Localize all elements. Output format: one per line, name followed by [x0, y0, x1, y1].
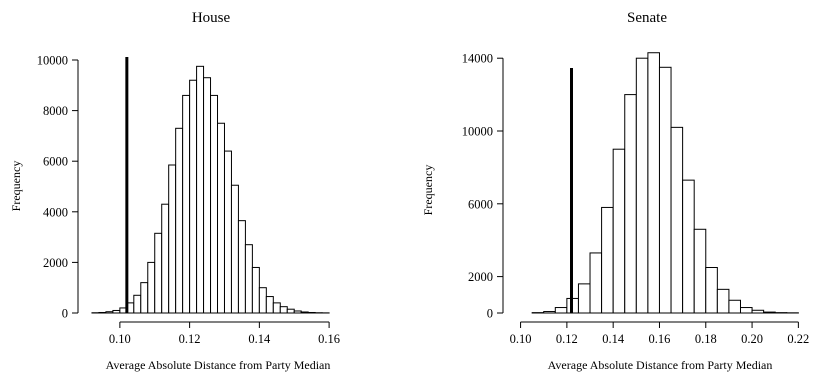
house-bar: [217, 122, 225, 314]
house-bar: [244, 244, 253, 314]
senate-y-tick-label: 0: [487, 307, 493, 321]
senate-axes: 0 2000 6000 10000 14000 0.10 0.12 0.14 0.16 0.18 0…: [462, 52, 810, 346]
house-bar: [161, 203, 170, 314]
house-bar: [307, 311, 316, 314]
house-bar: [168, 164, 177, 314]
house-chart-title: House: [192, 10, 231, 26]
senate-bar: [682, 179, 695, 314]
house-y-tick-label: 2000: [43, 256, 68, 270]
senate-bar: [577, 283, 591, 314]
senate-bar: [554, 307, 568, 314]
house-bar: [112, 309, 121, 314]
senate-bar: [543, 311, 556, 314]
house-bar: [210, 94, 219, 314]
senate-chart-title: Senate: [627, 10, 667, 26]
house-bar: [98, 311, 107, 314]
senate-y-tick-label: 2000: [468, 270, 493, 284]
senate-x-axis-label: Average Absolute Distance from Party Med…: [548, 358, 773, 372]
house-x-tick-label: 0.16: [318, 332, 340, 346]
senate-bar: [740, 307, 753, 314]
senate-bar: [705, 267, 718, 314]
senate-bar: [601, 206, 614, 314]
house-bar: [237, 220, 246, 314]
senate-x-tick-label: 0.14: [602, 332, 625, 346]
house-y-tick-label: 0: [62, 307, 68, 321]
house-bar: [272, 302, 281, 314]
house-bar: [140, 282, 149, 314]
house-x-axis-label: Average Absolute Distance from Party Med…: [106, 358, 331, 372]
senate-bar: [635, 57, 649, 314]
house-bars: [91, 57, 330, 314]
house-bar: [251, 266, 260, 314]
house-bar: [105, 311, 114, 314]
house-bar: [286, 308, 295, 314]
house-x-tick-label: 0.12: [179, 332, 201, 346]
house-bar: [154, 232, 163, 314]
house-bar: [279, 306, 288, 314]
house-bar: [293, 310, 302, 314]
senate-x-tick-label: 0.12: [556, 332, 578, 346]
senate-bar: [763, 311, 776, 314]
senate-bar: [670, 126, 684, 314]
senate-x-tick-label: 0.16: [649, 332, 671, 346]
senate-bar: [658, 66, 672, 314]
senate-x-tick-label: 0.22: [787, 332, 809, 346]
senate-x-tick-label: 0.20: [741, 332, 763, 346]
house-x-tick-label: 0.14: [248, 332, 271, 346]
senate-bar: [589, 252, 603, 314]
house-y-tick-label: 8000: [43, 104, 68, 118]
house-y-tick-label: 10000: [37, 54, 68, 68]
house-bar: [147, 261, 156, 314]
house-x-tick-label: 0.10: [109, 332, 131, 346]
senate-bar: [612, 148, 626, 314]
senate-bar: [728, 299, 741, 314]
house-bar: [189, 79, 198, 314]
senate-bar: [647, 52, 660, 314]
house-axes: 0 2000 4000 6000 8000 10000 0.10 0.12 0.14 0.16: [37, 54, 340, 347]
house-y-tick-label: 4000: [43, 205, 68, 219]
senate-y-tick-label: 6000: [468, 197, 493, 211]
house-bar: [196, 65, 205, 314]
senate-bar: [693, 228, 707, 314]
house-bar: [175, 127, 184, 314]
house-y-tick-label: 6000: [43, 155, 68, 169]
senate-y-axis-label: Frequency: [421, 165, 435, 216]
senate-x-tick-label: 0.10: [510, 332, 532, 346]
senate-panel: Senate Average Absolute Distance from Pa…: [421, 10, 809, 372]
senate-x-tick-label: 0.18: [695, 332, 717, 346]
house-bar: [230, 184, 239, 314]
house-bar: [182, 94, 191, 314]
house-panel: House Average Absolute Distance from Par…: [9, 10, 340, 372]
house-bar: [258, 287, 267, 314]
senate-y-tick-label: 10000: [462, 125, 493, 139]
house-bar: [203, 77, 212, 314]
house-y-axis-label: Frequency: [9, 161, 23, 212]
senate-bar: [716, 288, 730, 314]
senate-bar: [624, 94, 637, 314]
senate-bar: [751, 309, 765, 314]
house-bar: [300, 311, 309, 314]
house-bar: [265, 296, 274, 314]
house-bar: [223, 150, 232, 314]
senate-y-tick-label: 14000: [462, 52, 493, 66]
senate-bars: [531, 52, 799, 314]
house-bar: [133, 294, 142, 314]
